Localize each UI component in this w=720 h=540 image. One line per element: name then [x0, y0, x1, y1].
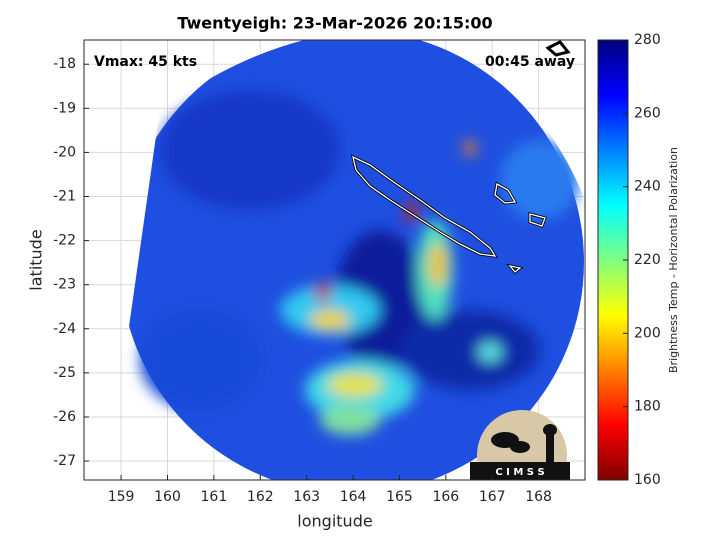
y-tick-label: -18 — [53, 56, 76, 72]
time-away-label: 00:45 away — [485, 54, 575, 70]
x-tick-label: 161 — [201, 489, 228, 505]
colorbar-tick-label: 220 — [634, 252, 661, 268]
x-tick-label: 159 — [108, 489, 135, 505]
x-tick-label: 164 — [340, 489, 367, 505]
coastline-outline — [352, 155, 546, 273]
y-tick-label: -22 — [53, 233, 76, 249]
brightness-field — [140, 90, 580, 435]
colorbar-tick-label: 160 — [634, 472, 661, 488]
x-tick-label: 168 — [525, 489, 552, 505]
x-tick-label: 162 — [247, 489, 274, 505]
y-tick-label: -23 — [53, 277, 76, 293]
x-tick-label: 165 — [386, 489, 413, 505]
y-tick-label: -27 — [53, 453, 76, 469]
title: Twentyeigh: 23-Mar-2026 20:15:00 — [177, 14, 492, 33]
y-tick-label: -21 — [53, 189, 76, 205]
colorbar-tick-label: 260 — [634, 105, 661, 121]
y-tick-label: -19 — [53, 100, 76, 116]
y-axis-label: latitude — [27, 229, 46, 290]
y-tick-label: -24 — [53, 321, 76, 337]
x-tick-label: 166 — [432, 489, 459, 505]
plot-frame — [83, 39, 586, 481]
colorbar-tick-label: 240 — [634, 179, 661, 195]
y-tick-label: -20 — [53, 144, 76, 160]
colorbar-tick-label: 200 — [634, 325, 661, 341]
vmax-label: Vmax: 45 kts — [94, 54, 197, 70]
colorbar-tick-label: 280 — [634, 32, 661, 48]
y-tick-label: -26 — [53, 409, 76, 425]
logo-text: C I M S S — [495, 467, 544, 478]
logo: C I M S S — [470, 410, 570, 480]
x-axis-label: longitude — [297, 512, 372, 531]
y-tick-label: -25 — [53, 365, 76, 381]
imagery: C I M S S — [122, 40, 584, 480]
x-tick-label: 167 — [479, 489, 506, 505]
colorbar-label: Brightness Temp - Horizontal Polarizatio… — [667, 147, 680, 373]
colorbar-tick-label: 180 — [634, 399, 661, 415]
x-tick-label: 160 — [154, 489, 181, 505]
x-tick-label: 163 — [293, 489, 320, 505]
